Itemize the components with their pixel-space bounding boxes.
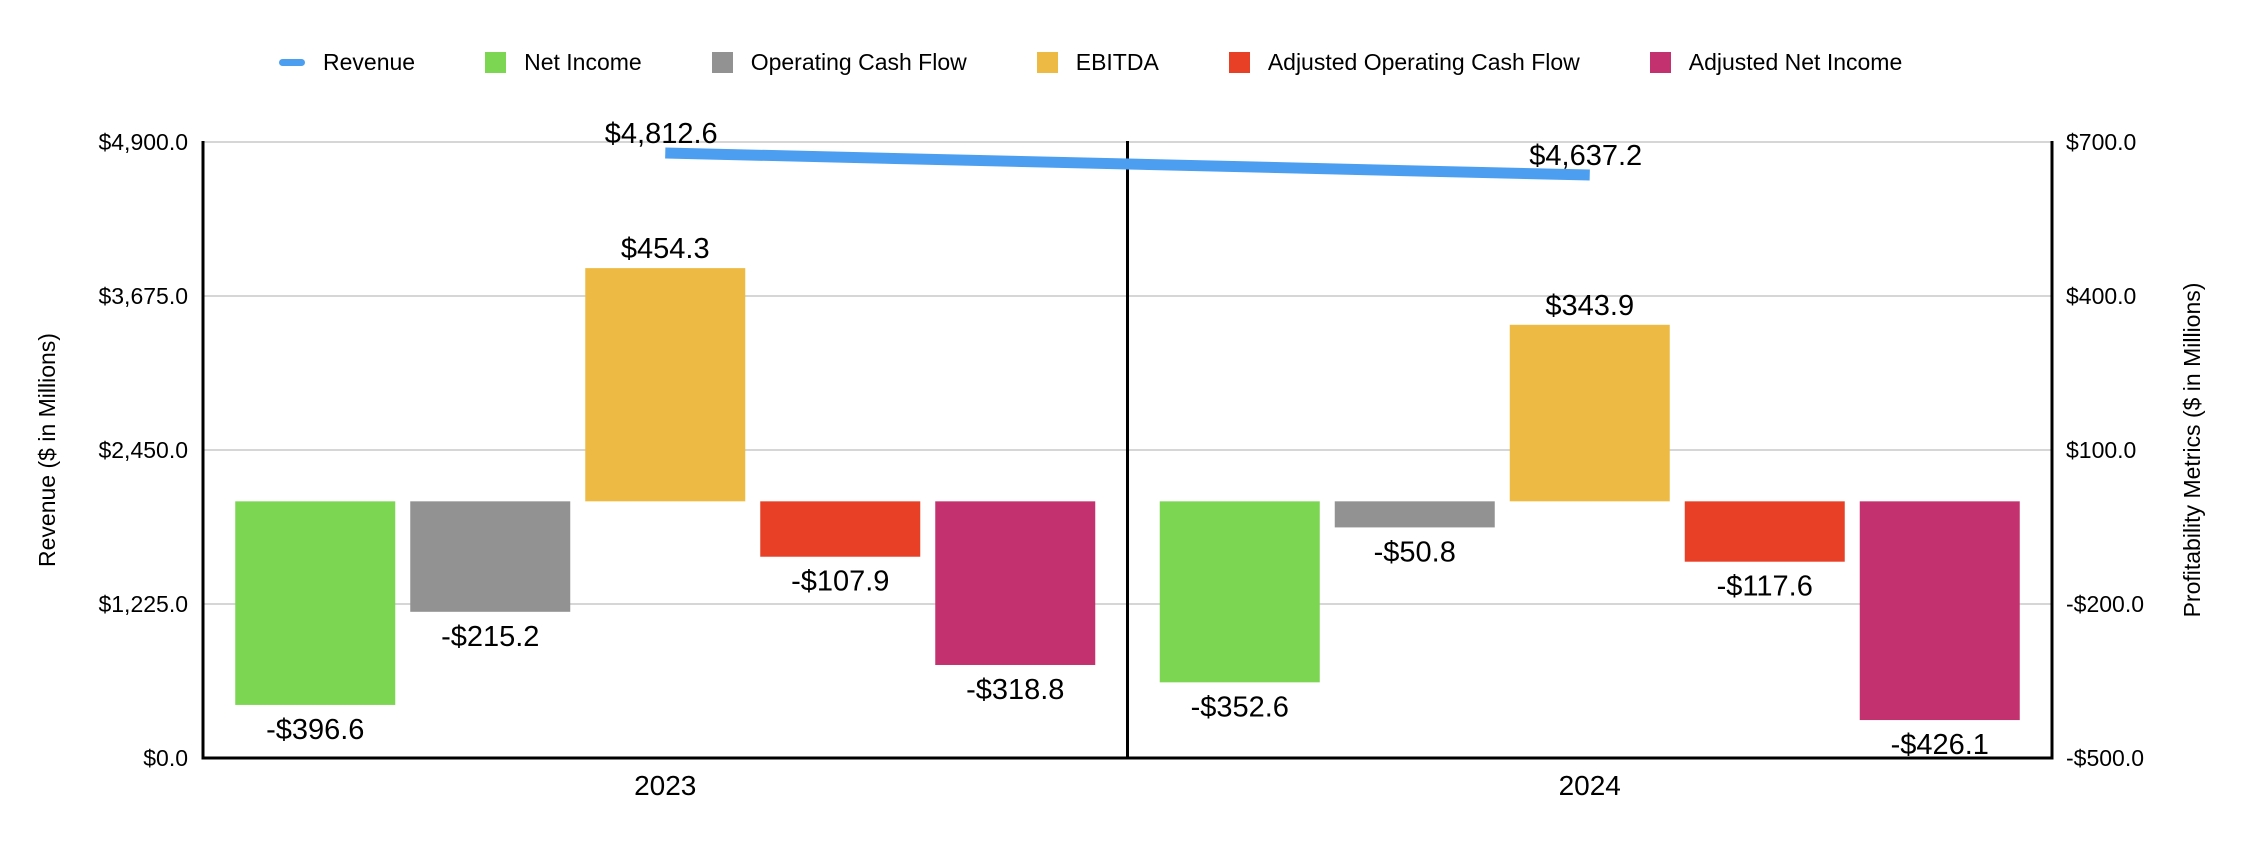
- legend-square-swatch-icon: [1036, 51, 1058, 73]
- left-axis-title: Revenue ($ in Millions): [34, 333, 60, 567]
- chart-legend: Revenue Net Income Operating Cash Flow EBIT…: [279, 45, 1902, 79]
- left-tick-label: $3,675.0: [98, 283, 188, 309]
- left-tick-label: $2,450.0: [98, 437, 188, 463]
- bar-value-label: -$318.8: [966, 674, 1064, 706]
- bar-value-label: -$107.9: [791, 566, 889, 598]
- left-tick-label: $4,900.0: [98, 129, 188, 155]
- bar-value-label: -$352.6: [1191, 691, 1289, 723]
- bar-net-income-2024: [1159, 501, 1320, 683]
- legend-item-operating-cash-flow: Operating Cash Flow: [711, 48, 967, 75]
- line-value-label: $4,637.2: [1529, 140, 1642, 172]
- bar-operating-cash-flow-2024: [1334, 501, 1495, 528]
- legend-label: EBITDA: [1075, 48, 1159, 75]
- right-tick-label: $400.0: [2066, 283, 2136, 309]
- bar-value-label: -$50.8: [1374, 536, 1456, 568]
- legend-item-revenue: Revenue: [279, 48, 416, 75]
- legend-item-net-income: Net Income: [485, 48, 642, 75]
- category-label-2024: 2024: [1559, 770, 1621, 801]
- bar-ebitda-2023: [585, 268, 746, 502]
- bar-net-income-2023: [235, 501, 396, 705]
- bar-value-label: $343.9: [1545, 290, 1634, 322]
- right-tick-label: $700.0: [2066, 129, 2136, 155]
- bar-adjusted-operating-cash-flow-2024: [1684, 501, 1845, 562]
- bar-operating-cash-flow-2023: [410, 501, 571, 612]
- legend-label: Net Income: [524, 48, 642, 75]
- legend-square-swatch-icon: [711, 51, 733, 73]
- bar-value-label: -$426.1: [1891, 729, 1989, 761]
- bar-ebitda-2024: [1509, 324, 1670, 502]
- right-axis-title: Profitability Metrics ($ in Millions): [2179, 283, 2205, 618]
- legend-label: Adjusted Net Income: [1688, 48, 1903, 75]
- bar-value-label: -$117.6: [1717, 571, 1813, 603]
- bar-value-label: -$215.2: [441, 621, 539, 653]
- legend-label: Adjusted Operating Cash Flow: [1267, 48, 1580, 75]
- bar-adjusted-net-income-2023: [935, 501, 1096, 665]
- legend-item-adjusted-net-income: Adjusted Net Income: [1649, 48, 1903, 75]
- legend-line-swatch-icon: [279, 58, 305, 66]
- bar-adjusted-net-income-2024: [1859, 501, 2020, 721]
- legend-item-adjusted-operating-cash-flow: Adjusted Operating Cash Flow: [1228, 48, 1580, 75]
- legend-square-swatch-icon: [1649, 51, 1671, 73]
- legend-item-ebitda: EBITDA: [1036, 48, 1159, 75]
- bar-value-label: $454.3: [621, 233, 710, 265]
- legend-square-swatch-icon: [1228, 51, 1250, 73]
- revenue-line: [665, 147, 1590, 181]
- bar-value-label: -$396.6: [266, 714, 364, 746]
- right-tick-label: -$200.0: [2066, 591, 2144, 617]
- left-tick-label: $1,225.0: [98, 591, 188, 617]
- legend-square-swatch-icon: [485, 51, 507, 73]
- legend-label: Operating Cash Flow: [750, 48, 967, 75]
- right-tick-label: -$500.0: [2066, 745, 2144, 771]
- left-tick-label: $0.0: [143, 745, 188, 771]
- category-label-2023: 2023: [634, 770, 696, 801]
- legend-label: Revenue: [323, 48, 416, 75]
- bar-adjusted-operating-cash-flow-2023: [760, 501, 921, 557]
- right-tick-label: $100.0: [2066, 437, 2136, 463]
- line-value-label: $4,812.6: [605, 118, 718, 150]
